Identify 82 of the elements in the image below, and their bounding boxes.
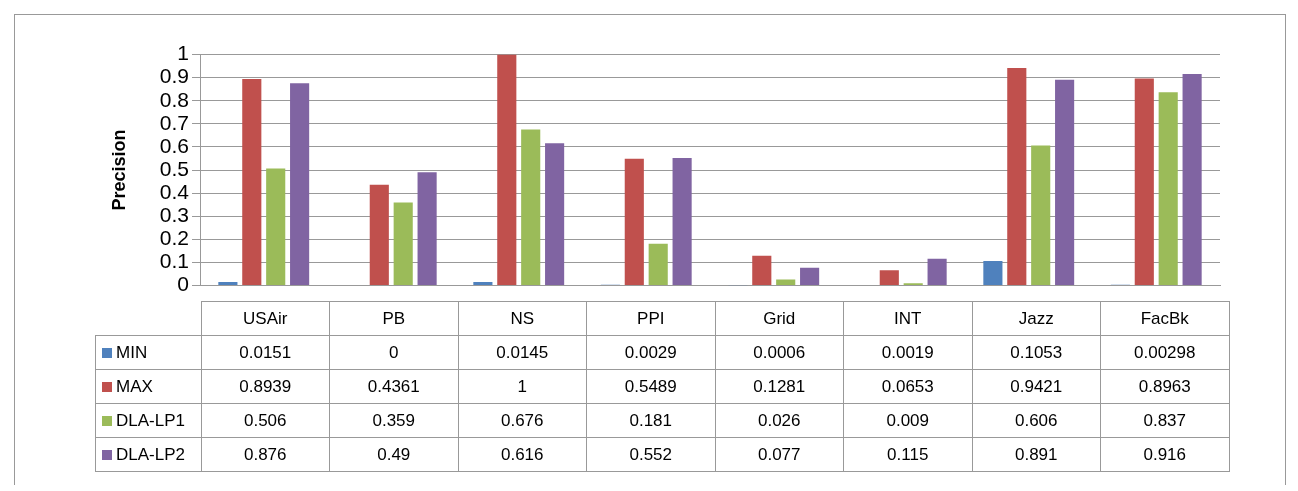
y-tick-label: 0.1 — [159, 249, 189, 273]
bar — [800, 267, 820, 285]
data-label: 0.5489 — [586, 369, 715, 404]
bar — [417, 172, 437, 285]
x-tick-label: NS — [458, 301, 587, 336]
bar — [672, 158, 692, 285]
bar — [752, 255, 772, 285]
data-label: 0.181 — [586, 403, 715, 438]
data-label: 0.616 — [458, 437, 587, 472]
y-tick-label: 0 — [177, 272, 189, 296]
data-label: 0.0151 — [201, 335, 330, 370]
bar — [983, 261, 1003, 285]
data-label: 0 — [329, 335, 458, 370]
y-tick-label: 0.6 — [159, 133, 189, 157]
data-label: 0.00298 — [1100, 335, 1229, 370]
data-label: 0.837 — [1100, 403, 1229, 438]
legend-label: MAX — [95, 369, 201, 404]
data-label: 0.026 — [715, 403, 844, 438]
y-tick-label: 0.2 — [159, 226, 189, 250]
x-tick-label: FacBk — [1100, 301, 1229, 336]
data-label: 0.009 — [843, 403, 972, 438]
bar — [290, 83, 310, 285]
bar — [473, 282, 493, 285]
y-axis-title: Precision — [108, 129, 129, 211]
data-label: 0.891 — [972, 437, 1101, 472]
y-tick-label: 0.7 — [159, 110, 189, 134]
data-label: 1 — [458, 369, 587, 404]
data-label: 0.077 — [715, 437, 844, 472]
x-tick-label: Jazz — [972, 301, 1101, 336]
data-label: 0.359 — [329, 403, 458, 438]
bar — [624, 158, 644, 285]
data-label: 0.876 — [201, 437, 330, 472]
bar — [393, 202, 413, 285]
y-tick-label: 0.8 — [159, 87, 189, 111]
data-label: 0.1281 — [715, 369, 844, 404]
bar — [1158, 92, 1178, 285]
y-tick-label: 0.5 — [159, 156, 189, 180]
data-label: 0.8963 — [1100, 369, 1229, 404]
bar — [521, 129, 541, 285]
x-tick-label: Grid — [715, 301, 844, 336]
bar — [497, 54, 517, 285]
data-label: 0.916 — [1100, 437, 1229, 472]
y-tick-label: 0.3 — [159, 202, 189, 226]
data-label: 0.0006 — [715, 335, 844, 370]
data-label: 0.0019 — [843, 335, 972, 370]
data-label: 0.8939 — [201, 369, 330, 404]
bar — [1055, 79, 1075, 285]
data-label: 0.49 — [329, 437, 458, 472]
x-tick-label: PPI — [586, 301, 715, 336]
data-label: 0.606 — [972, 403, 1101, 438]
data-label: 0.1053 — [972, 335, 1101, 370]
data-label: 0.552 — [586, 437, 715, 472]
bar — [369, 184, 389, 285]
bar — [927, 258, 947, 285]
bar — [1007, 67, 1027, 285]
data-label: 0.4361 — [329, 369, 458, 404]
data-label: 0.0145 — [458, 335, 587, 370]
bar — [1134, 78, 1154, 285]
x-tick-label: INT — [843, 301, 972, 336]
bar — [648, 243, 668, 285]
y-tick-label: 0.9 — [159, 64, 189, 88]
data-label: 0.115 — [843, 437, 972, 472]
x-tick-label: USAir — [201, 301, 330, 336]
legend-label: MIN — [95, 335, 201, 370]
x-tick-label: PB — [329, 301, 458, 336]
bar — [266, 168, 286, 285]
bar — [545, 143, 565, 285]
bar — [218, 281, 238, 285]
bar — [1031, 145, 1051, 285]
data-label: 0.0029 — [586, 335, 715, 370]
data-label: 0.9421 — [972, 369, 1101, 404]
data-label: 0.0653 — [843, 369, 972, 404]
bar — [776, 279, 796, 285]
data-label: 0.676 — [458, 403, 587, 438]
legend-label: DLA-LP1 — [95, 403, 201, 438]
legend-label: DLA-LP2 — [95, 437, 201, 472]
bar — [242, 79, 262, 285]
y-tick-label: 0.4 — [159, 179, 190, 203]
bar — [879, 270, 899, 285]
y-tick-label: 1 — [177, 41, 189, 65]
data-label: 0.506 — [201, 403, 330, 438]
bar — [1182, 73, 1202, 285]
